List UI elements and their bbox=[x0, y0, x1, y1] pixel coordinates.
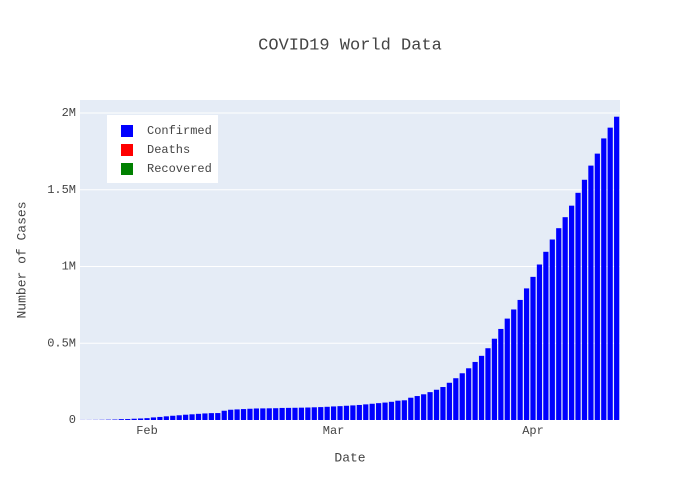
bar bbox=[388, 401, 395, 420]
bar bbox=[453, 378, 459, 420]
bar bbox=[240, 409, 247, 420]
bar bbox=[472, 361, 478, 420]
y-tick-label: 0.5M bbox=[47, 336, 76, 350]
bar bbox=[298, 407, 305, 420]
bar bbox=[330, 406, 337, 420]
bar bbox=[543, 251, 549, 420]
bar bbox=[491, 338, 498, 420]
x-tick-label: Apr bbox=[522, 424, 544, 438]
bar bbox=[311, 407, 317, 420]
bar bbox=[459, 373, 465, 420]
x-axis-label: Date bbox=[334, 450, 365, 465]
bar bbox=[131, 418, 137, 420]
bar bbox=[517, 299, 523, 420]
bar bbox=[305, 407, 311, 420]
bar bbox=[292, 407, 298, 420]
y-tick-label: 2M bbox=[62, 106, 76, 120]
bar bbox=[536, 264, 543, 420]
chart-title: COVID19 World Data bbox=[258, 36, 442, 55]
bar bbox=[189, 414, 195, 420]
bar bbox=[234, 409, 240, 420]
bar bbox=[581, 179, 588, 420]
bar bbox=[266, 408, 272, 420]
y-tick-label: 0 bbox=[69, 413, 76, 427]
legend-label: Deaths bbox=[147, 143, 190, 157]
bar bbox=[324, 406, 330, 420]
bar bbox=[208, 413, 214, 420]
bar bbox=[137, 418, 144, 420]
bar bbox=[260, 408, 266, 420]
bar bbox=[414, 396, 420, 420]
bar bbox=[253, 408, 259, 420]
bar bbox=[466, 368, 472, 420]
y-tick-label: 1M bbox=[62, 260, 76, 274]
bar bbox=[363, 404, 369, 420]
legend-marker bbox=[121, 125, 133, 137]
bar bbox=[433, 389, 440, 420]
bar bbox=[221, 410, 227, 420]
bar bbox=[478, 355, 485, 420]
bar bbox=[446, 382, 452, 420]
bar bbox=[118, 419, 124, 420]
bar bbox=[408, 397, 414, 420]
bar bbox=[575, 192, 581, 420]
y-axis-label: Number of Cases bbox=[14, 201, 29, 318]
bar bbox=[421, 394, 427, 420]
bar bbox=[343, 405, 350, 420]
bar bbox=[356, 404, 362, 420]
bar bbox=[318, 407, 324, 420]
bar bbox=[273, 408, 279, 420]
bar bbox=[614, 116, 620, 420]
x-tick-label: Mar bbox=[323, 424, 345, 438]
legend-label: Recovered bbox=[147, 162, 212, 176]
legend-marker bbox=[121, 163, 133, 175]
bar bbox=[228, 409, 234, 420]
bar bbox=[511, 309, 517, 420]
bar bbox=[594, 153, 600, 421]
bar bbox=[569, 205, 575, 420]
bar bbox=[523, 288, 530, 420]
bar bbox=[440, 387, 446, 420]
bar bbox=[279, 407, 285, 420]
bar bbox=[195, 413, 202, 420]
bar bbox=[176, 415, 182, 420]
bar bbox=[601, 138, 607, 421]
bar bbox=[588, 165, 594, 420]
bar bbox=[562, 217, 568, 420]
legend-marker bbox=[121, 144, 133, 156]
bar bbox=[202, 413, 208, 420]
bar bbox=[144, 418, 150, 420]
bar bbox=[369, 403, 375, 420]
legend-label: Confirmed bbox=[147, 124, 212, 138]
bar bbox=[485, 348, 491, 420]
bar bbox=[504, 318, 510, 420]
x-tick-label: Feb bbox=[136, 424, 158, 438]
bar bbox=[607, 127, 613, 421]
bar bbox=[285, 407, 292, 420]
bar bbox=[395, 400, 401, 420]
bar bbox=[157, 416, 163, 420]
bar bbox=[247, 408, 253, 420]
bar bbox=[498, 328, 504, 420]
bar bbox=[556, 228, 562, 420]
bar bbox=[549, 239, 555, 420]
bar bbox=[401, 400, 407, 420]
bar bbox=[382, 402, 388, 420]
bar bbox=[427, 392, 433, 420]
bar bbox=[183, 414, 189, 420]
bar bbox=[215, 413, 221, 420]
bar bbox=[350, 405, 356, 420]
y-tick-label: 1.5M bbox=[47, 183, 76, 197]
bar bbox=[530, 276, 536, 420]
bar bbox=[337, 406, 343, 420]
bar bbox=[376, 403, 382, 420]
bar bbox=[163, 416, 169, 420]
bar bbox=[125, 419, 131, 420]
bar bbox=[170, 415, 176, 420]
bar bbox=[150, 417, 157, 420]
